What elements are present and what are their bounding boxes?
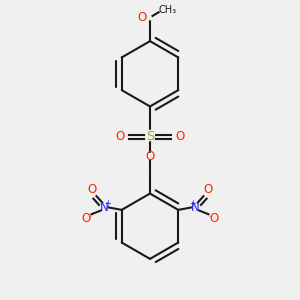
Text: O: O [175, 130, 184, 142]
Text: O: O [210, 212, 219, 225]
Text: O: O [116, 130, 125, 142]
Text: +: + [104, 199, 110, 208]
Text: ⁻: ⁻ [208, 213, 213, 222]
Text: S: S [146, 130, 154, 142]
Text: ⁻: ⁻ [87, 213, 92, 222]
Text: CH₃: CH₃ [158, 5, 176, 15]
Text: O: O [138, 11, 147, 24]
Text: O: O [146, 150, 154, 163]
Text: +: + [190, 199, 196, 208]
Text: O: O [203, 184, 213, 196]
Text: O: O [81, 212, 90, 225]
Text: N: N [100, 201, 109, 214]
Text: N: N [191, 201, 200, 214]
Text: O: O [87, 184, 97, 196]
